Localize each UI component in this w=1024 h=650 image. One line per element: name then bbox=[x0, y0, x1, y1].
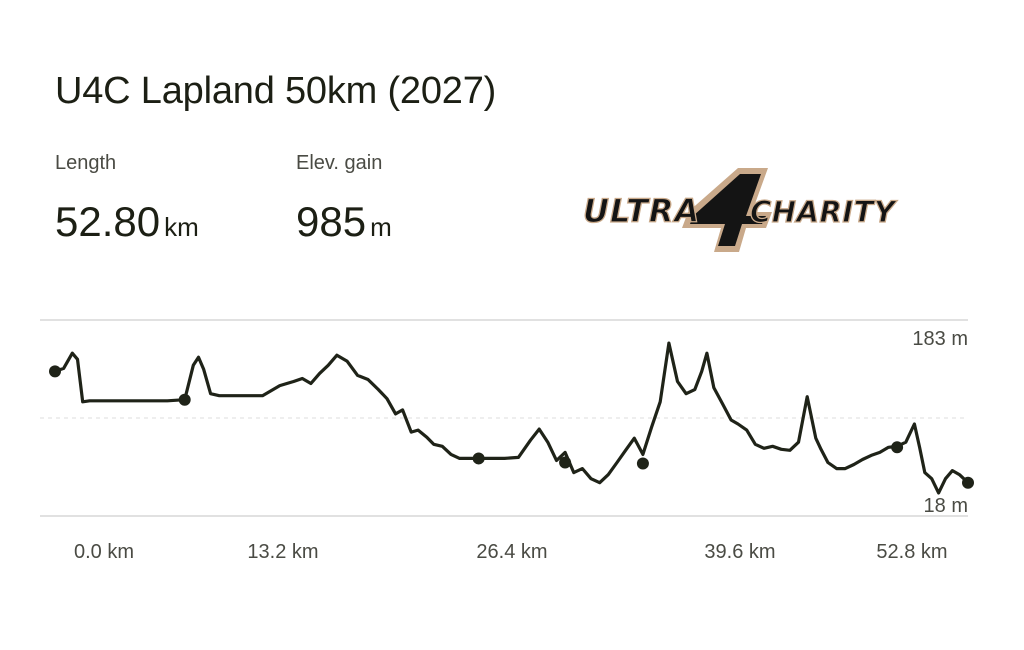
x-tick-label: 39.6 km bbox=[704, 541, 775, 563]
logo-four-mark: 4 bbox=[682, 168, 772, 252]
length-label: Length bbox=[55, 152, 117, 174]
y-tick-label-max: 183 m bbox=[912, 328, 968, 350]
logo-text-ultra: ULTRA bbox=[583, 192, 700, 230]
checkpoint-markers bbox=[49, 365, 974, 489]
x-tick-label: 52.8 km bbox=[876, 541, 947, 563]
elevation-series-line bbox=[53, 341, 970, 495]
length-unit: km bbox=[164, 212, 199, 242]
checkpoint-marker bbox=[559, 456, 572, 469]
elev-gain-value: 985 bbox=[296, 198, 367, 245]
y-tick-label-min: 18 m bbox=[924, 495, 968, 517]
logo-text-charity: CHARITY bbox=[750, 195, 898, 229]
elev-gain-unit: m bbox=[370, 212, 392, 242]
checkpoint-marker bbox=[49, 365, 61, 378]
ultra4charity-logo: 4 ULTRA CHARITY bbox=[582, 168, 898, 252]
elevation-chart: 183 m 18 m 0.0 km 13.2 km 26.4 km 39.6 k… bbox=[40, 319, 974, 563]
length-stat: 52.80 km bbox=[55, 198, 199, 246]
checkpoint-marker bbox=[891, 441, 904, 454]
checkpoint-marker bbox=[962, 476, 974, 489]
checkpoint-marker bbox=[636, 457, 649, 470]
checkpoint-marker bbox=[178, 393, 191, 406]
x-tick-label: 13.2 km bbox=[247, 541, 318, 563]
x-tick-label: 26.4 km bbox=[476, 541, 547, 563]
elev-gain-label: Elev. gain bbox=[296, 152, 383, 174]
checkpoint-marker bbox=[472, 452, 485, 465]
page-title: U4C Lapland 50km (2027) bbox=[55, 70, 497, 112]
length-value: 52.80 bbox=[55, 198, 161, 245]
x-tick-label: 0.0 km bbox=[74, 541, 134, 563]
x-tick-labels: 0.0 km 13.2 km 26.4 km 39.6 km 52.8 km bbox=[74, 541, 948, 563]
elev-gain-stat: 985 m bbox=[296, 198, 392, 246]
